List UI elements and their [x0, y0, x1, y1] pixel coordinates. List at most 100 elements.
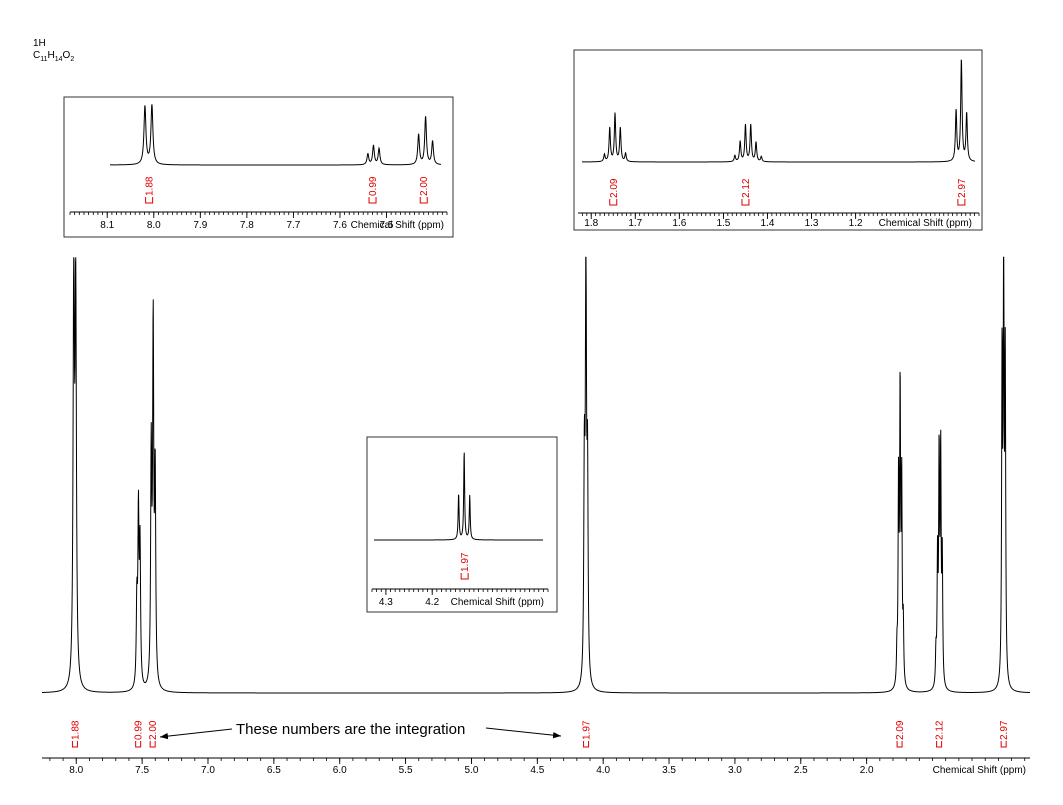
tick-label: 5.5: [399, 765, 413, 776]
inset-frame: [366, 436, 558, 613]
formula-part: H: [47, 50, 55, 61]
integration-annotation: These numbers are the integration: [159, 721, 562, 740]
integral-mark: 1.88: [145, 176, 156, 204]
integral-bracket: [1000, 741, 1007, 748]
inset-ch2o-region: 4.3 4.2 Chemical Shift (ppm) 1.97: [366, 436, 558, 613]
tick-label: 1.5: [716, 218, 730, 229]
tick-label: 3.5: [662, 765, 676, 776]
x-axis-title: Chemical Shift (ppm): [451, 597, 544, 608]
spectrum-trace: [581, 59, 976, 163]
integral-mark: 0.99: [368, 176, 379, 204]
tick-label: 8.1: [100, 220, 114, 231]
nucleus-label: 1H: [33, 38, 46, 49]
tick-label: 7.5: [380, 220, 394, 231]
integral-value: 2.97: [957, 178, 968, 198]
tick-label: 4.2: [425, 597, 439, 608]
integral-value: 1.97: [582, 720, 593, 740]
spectrum-header: 1H C11H14O2: [33, 38, 74, 66]
integral-mark: 2.00: [148, 720, 159, 748]
x-axis-title: Chemical Shift (ppm): [351, 220, 444, 231]
spectrum-trace: [374, 452, 543, 541]
integral-bracket: [71, 741, 78, 748]
tick-label: 4.3: [379, 597, 393, 608]
integral-value: 2.12: [935, 720, 946, 740]
integral-value: 2.09: [895, 720, 906, 740]
tick-label: 7.5: [135, 765, 149, 776]
tick-label: 7.8: [240, 220, 254, 231]
x-axis-title: Chemical Shift (ppm): [879, 218, 972, 229]
formula-part: O: [62, 50, 71, 61]
tick-label: 1.3: [805, 218, 819, 229]
x-axis-title: Chemical Shift (ppm): [933, 765, 1026, 776]
tick-label: 5.0: [464, 765, 478, 776]
integral-value: 2.97: [999, 720, 1010, 740]
annotation-text: These numbers are the integration: [236, 721, 465, 738]
tick-label: 3.0: [728, 765, 742, 776]
tick-label: 1.6: [672, 218, 686, 229]
tick-label: 4.0: [596, 765, 610, 776]
tick-label: 4.5: [530, 765, 544, 776]
annotation-arrow-left: [159, 728, 233, 740]
inset-frame: [573, 49, 983, 231]
integral-bracket: [149, 741, 156, 748]
formula-part: C: [33, 50, 41, 61]
integral-bracket: [135, 741, 142, 748]
integral-bracket: [368, 197, 377, 204]
tick-label: 2.0: [860, 765, 874, 776]
integral-mark: 0.99: [134, 720, 145, 748]
integral-mark: 1.97: [460, 552, 471, 580]
tick-label: 7.9: [193, 220, 207, 231]
integral-mark: 2.97: [999, 720, 1010, 748]
inset-aliphatic-region: 1.8 1.7 1.6 1.5 1.4 1.3 1.2 Chemical Shift (ppm…: [573, 49, 983, 231]
tick-label: 7.6: [333, 220, 347, 231]
integral-value: 0.99: [134, 720, 145, 740]
inset-frame: [63, 96, 454, 238]
integral-value: 1.97: [460, 552, 471, 572]
integral-value: 2.00: [419, 176, 430, 196]
integral-mark: 2.09: [895, 720, 906, 748]
annotation-arrow-right: [485, 727, 562, 739]
integral-bracket: [460, 573, 469, 580]
formula-part: 14: [54, 56, 63, 63]
tick-label: 8.0: [69, 765, 83, 776]
tick-label: 1.2: [849, 218, 863, 229]
tick-label: 8.0: [147, 220, 161, 231]
integral-value: 2.12: [741, 178, 752, 198]
integral-value: 2.00: [148, 720, 159, 740]
integral-mark: 1.88: [70, 720, 81, 748]
integral-bracket: [957, 199, 966, 206]
integral-bracket: [896, 741, 903, 748]
tick-label: 6.0: [333, 765, 347, 776]
molecular-formula: C11H14O2: [33, 50, 74, 66]
integral-bracket: [609, 199, 618, 206]
integral-value: 1.88: [145, 176, 156, 196]
tick-label: 1.8: [584, 218, 598, 229]
main-spectrum: 8.0 7.5 7.0 6.5 6.0 5.5 5.0 4.5 4.0 3.5 3.0 2.5 2.0 C…: [41, 256, 1031, 776]
tick-label: 7.7: [286, 220, 300, 231]
spectrum-trace: [110, 104, 442, 166]
integral-value: 0.99: [368, 176, 379, 196]
integral-bracket: [145, 197, 154, 204]
integral-mark: 2.97: [957, 178, 968, 206]
integral-value: 1.88: [70, 720, 81, 740]
tick-label: 7.0: [201, 765, 215, 776]
tick-label: 6.5: [267, 765, 281, 776]
formula-part: 11: [40, 56, 48, 63]
integral-mark: 1.97: [582, 720, 593, 748]
integral-mark: 2.00: [419, 176, 430, 204]
integral-mark: 2.09: [609, 178, 620, 206]
integral-bracket: [741, 199, 750, 206]
tick-label: 2.5: [794, 765, 808, 776]
tick-label: 1.7: [628, 218, 642, 229]
integral-mark: 2.12: [741, 178, 752, 206]
integral-bracket: [936, 741, 943, 748]
tick-label: 1.4: [761, 218, 775, 229]
formula-part: 2: [70, 56, 75, 63]
integral-bracket: [419, 197, 428, 204]
integral-bracket: [583, 741, 590, 748]
spectrum-trace: [41, 256, 1031, 694]
integral-value: 2.09: [609, 178, 620, 198]
integral-mark: 2.12: [935, 720, 946, 748]
